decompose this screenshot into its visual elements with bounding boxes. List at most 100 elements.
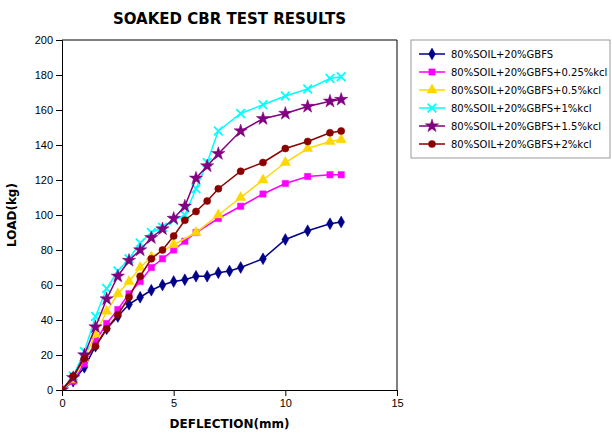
series-marker — [238, 203, 244, 209]
y-axis: 020406080100120140160180200 — [35, 34, 63, 396]
y-tick-mark — [56, 75, 62, 76]
series-marker — [178, 199, 191, 212]
series-marker — [279, 107, 292, 120]
y-tick-label: 60 — [41, 279, 53, 291]
plot: 051015020406080100120140160180200 — [35, 34, 404, 409]
series-marker — [338, 127, 345, 134]
series-marker — [122, 254, 135, 267]
series-marker — [226, 265, 233, 277]
legend-label: 80%SOIL+20%GBFS+2%kcl — [451, 139, 591, 150]
y-axis-line — [56, 41, 63, 391]
y-tick: 40 — [41, 314, 62, 326]
y-tick: 0 — [47, 384, 62, 396]
series-marker — [304, 138, 311, 145]
y-tick-label: 100 — [35, 209, 53, 221]
legend-label: 80%SOIL+20%GBFS+0.5%kcl — [451, 85, 601, 96]
series-marker — [282, 234, 289, 246]
series-marker — [148, 255, 155, 262]
legend-swatch-marker — [429, 48, 436, 60]
series-marker — [137, 273, 144, 280]
y-tick: 60 — [41, 279, 62, 291]
series-marker — [237, 262, 244, 274]
series-marker — [303, 85, 312, 94]
marks — [62, 72, 348, 390]
series-marker — [114, 311, 121, 323]
legend-label: 80%SOIL+20%GBFS+1.5%kcl — [451, 121, 601, 132]
x-axis-line — [63, 391, 398, 397]
series-marker — [148, 284, 155, 296]
series-marker — [259, 159, 266, 166]
series-marker — [124, 276, 134, 285]
frame-right — [397, 40, 398, 390]
y-tick-label: 20 — [41, 349, 53, 361]
series-marker — [156, 222, 169, 235]
series-marker — [259, 100, 268, 109]
y-tick: 180 — [35, 69, 62, 81]
series-marker — [193, 270, 200, 282]
legend-item: 80%SOIL+20%GBFS — [419, 48, 553, 60]
legend-swatch-marker — [428, 104, 437, 113]
series-marker — [260, 253, 267, 265]
y-tick-mark — [56, 285, 62, 286]
y-tick-label: 200 — [35, 34, 53, 46]
chart-svg: 051015020406080100120140160180200SOAKED … — [0, 0, 612, 438]
series-marker — [89, 320, 102, 333]
series-line — [62, 77, 341, 390]
series-marker — [304, 225, 311, 237]
series-marker — [148, 264, 154, 270]
series-marker — [62, 387, 65, 390]
series-marker — [236, 192, 246, 201]
series-marker — [326, 74, 335, 83]
x-tick-mark — [397, 390, 398, 396]
y-tick-label: 40 — [41, 314, 53, 326]
x-tick: 0 — [59, 390, 65, 409]
y-tick: 100 — [35, 209, 62, 221]
series-marker — [282, 145, 289, 152]
series-marker — [236, 109, 245, 118]
series-marker — [70, 372, 77, 379]
x-tick: 5 — [171, 390, 177, 409]
legend-swatch-marker — [428, 140, 435, 147]
series-marker — [327, 218, 334, 230]
series-marker — [201, 159, 214, 172]
legend-box — [411, 40, 610, 158]
legend-label: 80%SOIL+20%GBFS+0.25%kcl — [451, 67, 607, 78]
series-marker — [125, 294, 132, 301]
series-marker — [145, 231, 158, 244]
y-tick-label: 80 — [41, 244, 53, 256]
legend-swatch-marker — [427, 84, 437, 93]
series-marker — [260, 191, 266, 197]
legend-item: 80%SOIL+20%GBFS+2%kcl — [419, 139, 591, 150]
series-marker — [323, 94, 336, 107]
background — [0, 0, 612, 438]
series-marker — [137, 291, 144, 303]
series-marker — [62, 386, 66, 390]
y-tick-mark — [56, 145, 62, 146]
y-tick-mark — [56, 355, 62, 356]
x-tick-label: 15 — [391, 397, 403, 409]
series-marker — [305, 173, 311, 179]
y-tick-mark — [56, 320, 62, 321]
title: SOAKED CBR TEST RESULTS — [113, 10, 346, 28]
y-tick-mark — [56, 250, 62, 251]
y-tick-label: 180 — [35, 69, 53, 81]
series-marker — [337, 72, 346, 81]
x-tick: 10 — [280, 390, 292, 409]
legend-item: 80%SOIL+20%GBFS+1%kcl — [419, 103, 591, 114]
series-marker — [103, 325, 110, 332]
series-marker — [181, 274, 188, 286]
y-tick-mark — [56, 110, 62, 111]
series-marker — [281, 92, 290, 101]
y-tick: 200 — [35, 34, 62, 46]
series-marker — [282, 180, 288, 186]
series-marker — [338, 216, 345, 228]
series-marker — [237, 168, 244, 175]
legend: 80%SOIL+20%GBFS 80%SOIL+20%GBFS+0.25%kcl 8… — [411, 40, 610, 158]
x-tick: 15 — [391, 390, 403, 409]
x-tick-label: 0 — [59, 397, 65, 409]
series-marker — [189, 171, 202, 184]
y-tick-mark — [56, 390, 62, 391]
series-marker — [213, 209, 223, 218]
y-tick: 160 — [35, 104, 62, 116]
legend-item: 80%SOIL+20%GBFS+0.25%kcl — [419, 67, 607, 78]
